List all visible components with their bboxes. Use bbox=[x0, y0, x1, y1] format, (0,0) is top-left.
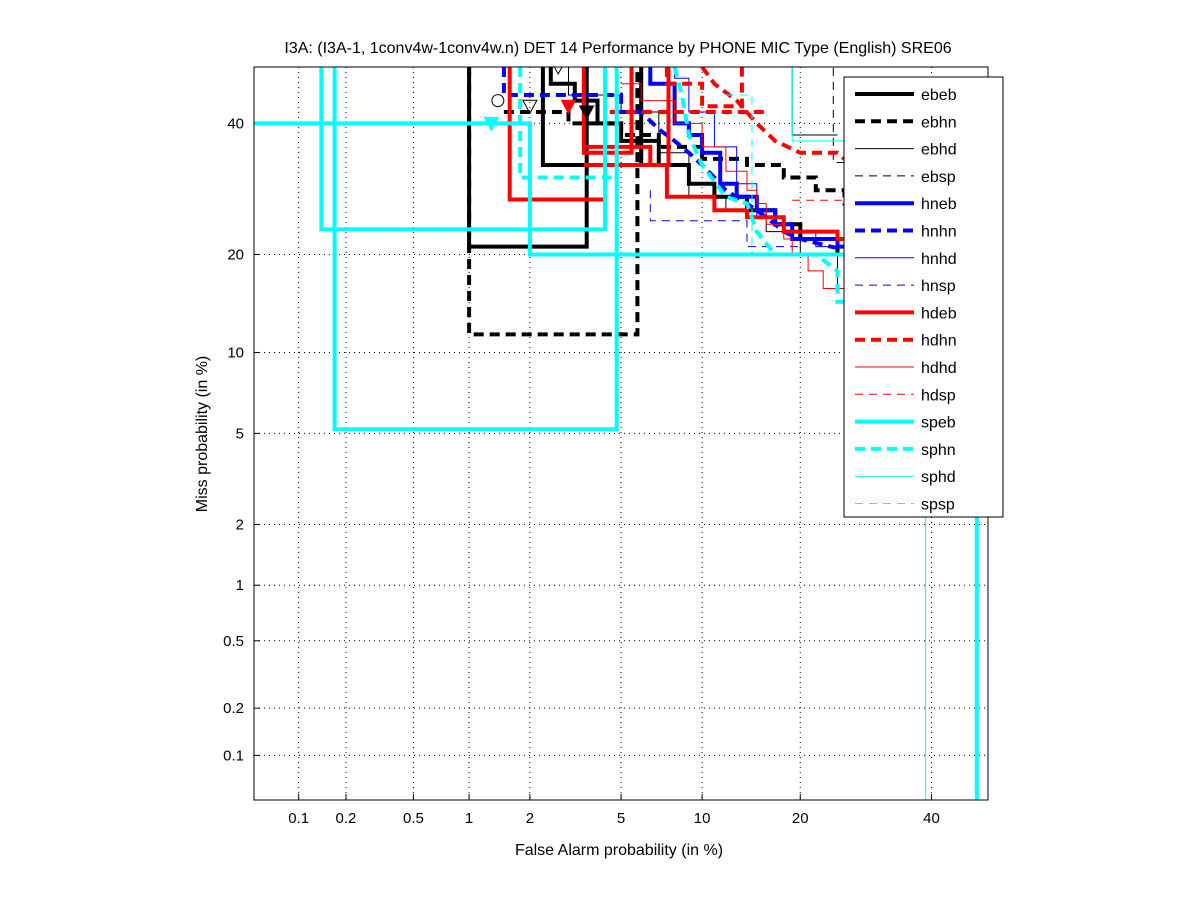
series-hnsp bbox=[649, 190, 801, 248]
x-tick-label: 0.2 bbox=[336, 810, 357, 827]
legend-entry-hnhn: hnhn bbox=[855, 224, 957, 241]
legend-entry-hdeb: hdeb bbox=[855, 305, 957, 322]
x-tick-label: 2 bbox=[526, 810, 534, 827]
legend-label: hdsp bbox=[921, 387, 956, 404]
det-curve-spsp bbox=[725, 94, 767, 255]
min-dcf-marker-speb bbox=[483, 116, 500, 132]
y-tick-label: 10 bbox=[227, 344, 244, 361]
legend-label: hdhn bbox=[921, 333, 957, 350]
x-tick-label: 0.1 bbox=[288, 810, 309, 827]
det-curve-sphn bbox=[518, 67, 617, 180]
min-dcf-marker-hdeb bbox=[560, 99, 577, 115]
grid-lines bbox=[254, 67, 988, 800]
legend-label: sphd bbox=[921, 469, 956, 486]
legend-label: hdhd bbox=[921, 360, 957, 377]
legend-label: hnsp bbox=[921, 278, 956, 295]
legend-label: hdeb bbox=[921, 305, 957, 322]
legend-label: ebeb bbox=[921, 87, 957, 104]
legend-label: speb bbox=[921, 415, 956, 432]
y-tick-label: 0.2 bbox=[223, 700, 244, 717]
det-curve-speb bbox=[332, 67, 619, 432]
y-tick-labels: 0.1 0.2 0.5 1 2 5 10 20 40 bbox=[223, 115, 244, 764]
legend-label: ebsp bbox=[921, 169, 956, 186]
legend-label: ebhd bbox=[921, 142, 957, 159]
legend-entry-hdsp: hdsp bbox=[855, 387, 956, 404]
x-tick-label: 40 bbox=[923, 810, 940, 827]
min-dcf-marker-ebeb bbox=[578, 105, 595, 121]
det-curve-hdhn bbox=[664, 67, 744, 109]
x-tick-label: 0.5 bbox=[403, 810, 424, 827]
legend-label: hnhd bbox=[921, 251, 957, 268]
x-tick-label: 10 bbox=[694, 810, 711, 827]
legend-entry-hnhd: hnhd bbox=[855, 251, 957, 268]
legend-entry-hnsp: hnsp bbox=[855, 278, 956, 295]
chart-title: I3A: (I3A-1, 1conv4w-1conv4w.n) DET 14 P… bbox=[284, 40, 951, 57]
y-tick-label: 20 bbox=[227, 246, 244, 263]
min-dcf-marker-ebsp bbox=[522, 99, 538, 115]
y-tick-label: 40 bbox=[227, 115, 244, 132]
legend-entry-spsp: spsp bbox=[855, 497, 955, 514]
legend-label: ebhn bbox=[921, 114, 957, 131]
x-axis-label: False Alarm probability (in %) bbox=[515, 842, 723, 859]
legend-entry-ebhd: ebhd bbox=[855, 142, 957, 159]
det-curve-speb bbox=[319, 67, 607, 232]
legend-label: hneb bbox=[921, 196, 957, 213]
x-tick-label: 5 bbox=[617, 810, 625, 827]
min-dcf-marker-ebhn bbox=[491, 94, 505, 108]
det-curve-sphn bbox=[672, 67, 977, 304]
x-tick-labels: 0.1 0.2 0.5 1 2 5 10 20 40 bbox=[288, 810, 940, 827]
legend-entry-ebhn: ebhn bbox=[855, 114, 957, 131]
x-tick-label: 1 bbox=[465, 810, 473, 827]
det-curve-hnsp bbox=[649, 190, 801, 248]
y-axis-label: Miss probability (in %) bbox=[194, 356, 211, 512]
y-tick-label: 0.1 bbox=[223, 747, 244, 764]
legend-entry-ebeb: ebeb bbox=[855, 87, 957, 104]
legend-label: spsp bbox=[921, 497, 955, 514]
y-tick-label: 0.5 bbox=[223, 633, 244, 650]
y-tick-label: 5 bbox=[236, 425, 244, 442]
series-sphn bbox=[518, 67, 977, 304]
legend-label: hnhn bbox=[921, 224, 957, 241]
legend-entry-hdhd: hdhd bbox=[855, 360, 957, 377]
det-curve-ebhn bbox=[467, 67, 640, 337]
legend: ebeb ebhn ebhd ebsp hneb hnhn hnhd hnsp hdeb hdhn… bbox=[843, 76, 1004, 518]
legend-label: sphn bbox=[921, 442, 956, 459]
y-tick-label: 2 bbox=[236, 516, 244, 533]
x-tick-label: 20 bbox=[792, 810, 809, 827]
legend-box bbox=[843, 76, 1004, 518]
series-spsp bbox=[725, 94, 767, 255]
legend-entry-speb: speb bbox=[855, 415, 956, 432]
y-tick-label: 1 bbox=[236, 577, 244, 594]
legend-entry-sphn: sphn bbox=[855, 442, 956, 459]
legend-entry-hneb: hneb bbox=[855, 196, 957, 213]
legend-entry-hdhn: hdhn bbox=[855, 333, 957, 350]
legend-entry-ebsp: ebsp bbox=[855, 169, 956, 186]
legend-entry-sphd: sphd bbox=[855, 469, 956, 486]
